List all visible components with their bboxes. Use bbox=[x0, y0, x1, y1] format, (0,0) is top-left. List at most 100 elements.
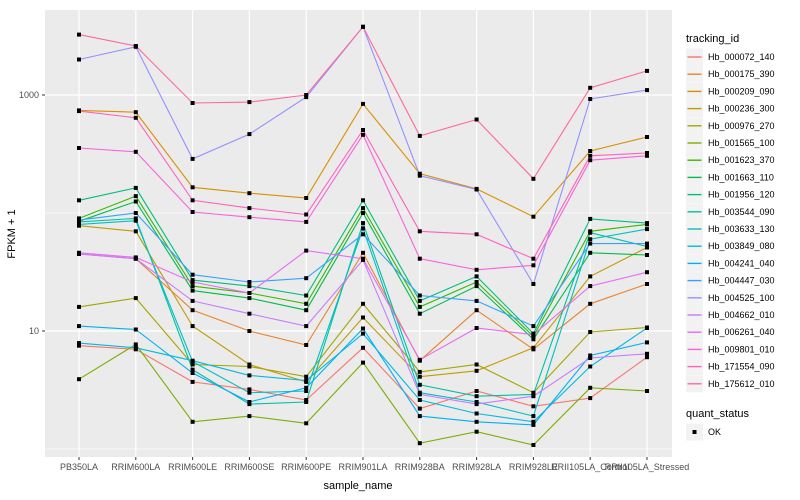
data-point[interactable] bbox=[304, 293, 309, 298]
data-point[interactable] bbox=[588, 284, 593, 289]
data-point[interactable] bbox=[417, 369, 422, 374]
data-point[interactable] bbox=[190, 362, 195, 367]
data-point[interactable] bbox=[247, 280, 252, 284]
data-point[interactable] bbox=[247, 100, 252, 105]
data-point[interactable] bbox=[417, 311, 422, 316]
data-point[interactable] bbox=[645, 351, 649, 356]
data-point[interactable] bbox=[531, 176, 536, 181]
data-point[interactable] bbox=[304, 324, 309, 329]
legend-item-Hb_000976_270[interactable]: Hb_000976_270 bbox=[708, 121, 775, 131]
data-point[interactable] bbox=[190, 324, 195, 329]
data-point[interactable] bbox=[190, 298, 195, 303]
data-point[interactable] bbox=[474, 117, 479, 122]
data-point[interactable] bbox=[588, 301, 593, 306]
data-point[interactable] bbox=[531, 422, 536, 427]
data-point[interactable] bbox=[417, 398, 422, 402]
data-point[interactable] bbox=[531, 324, 536, 329]
data-point[interactable] bbox=[417, 304, 422, 309]
data-point[interactable] bbox=[361, 326, 365, 331]
legend-item-Hb_171554_090[interactable]: Hb_171554_090 bbox=[708, 362, 775, 372]
data-point[interactable] bbox=[77, 57, 81, 62]
data-point[interactable] bbox=[531, 332, 536, 337]
data-point[interactable] bbox=[133, 218, 138, 223]
data-point[interactable] bbox=[645, 221, 649, 226]
legend-item-Hb_004525_100[interactable]: Hb_004525_100 bbox=[708, 293, 775, 303]
data-point[interactable] bbox=[190, 308, 195, 313]
data-point[interactable] bbox=[77, 304, 81, 309]
data-point[interactable] bbox=[247, 291, 252, 295]
data-point[interactable] bbox=[133, 149, 138, 154]
data-point[interactable] bbox=[190, 280, 195, 284]
data-point[interactable] bbox=[645, 244, 649, 249]
data-point[interactable] bbox=[645, 340, 649, 345]
data-point[interactable] bbox=[361, 331, 365, 336]
data-point[interactable] bbox=[531, 282, 536, 286]
data-point[interactable] bbox=[588, 396, 593, 401]
data-point[interactable] bbox=[247, 284, 252, 289]
data-point[interactable] bbox=[531, 419, 536, 424]
data-point[interactable] bbox=[361, 101, 365, 106]
data-point[interactable] bbox=[133, 44, 138, 48]
data-point[interactable] bbox=[645, 135, 649, 139]
data-point[interactable] bbox=[247, 191, 252, 196]
legend-item-Hb_001565_100[interactable]: Hb_001565_100 bbox=[708, 138, 775, 148]
data-point[interactable] bbox=[304, 248, 309, 253]
legend-item-Hb_000209_090[interactable]: Hb_000209_090 bbox=[708, 86, 775, 96]
data-point[interactable] bbox=[474, 187, 479, 192]
legend-item-Hb_001663_110[interactable]: Hb_001663_110 bbox=[708, 172, 774, 182]
data-point[interactable] bbox=[645, 270, 649, 275]
data-point[interactable] bbox=[645, 68, 649, 73]
data-point[interactable] bbox=[77, 341, 81, 346]
data-point[interactable] bbox=[474, 368, 479, 373]
data-point[interactable] bbox=[474, 400, 479, 404]
data-point[interactable] bbox=[304, 343, 309, 347]
data-point[interactable] bbox=[474, 394, 479, 399]
data-point[interactable] bbox=[190, 358, 195, 363]
data-point[interactable] bbox=[304, 385, 309, 390]
legend-item-Hb_004241_040[interactable]: Hb_004241_040 bbox=[708, 258, 775, 268]
data-point[interactable] bbox=[531, 443, 536, 447]
data-point[interactable] bbox=[474, 362, 479, 367]
legend-item-Hb_006261_040[interactable]: Hb_006261_040 bbox=[708, 327, 775, 337]
data-point[interactable] bbox=[247, 390, 252, 395]
data-point[interactable] bbox=[417, 293, 422, 298]
data-point[interactable] bbox=[645, 153, 649, 158]
data-point[interactable] bbox=[133, 327, 138, 332]
data-point[interactable] bbox=[588, 353, 593, 358]
data-point[interactable] bbox=[190, 185, 195, 190]
data-point[interactable] bbox=[304, 219, 309, 224]
data-point[interactable] bbox=[417, 357, 422, 362]
data-point[interactable] bbox=[417, 173, 422, 178]
data-point[interactable] bbox=[304, 374, 309, 379]
data-point[interactable] bbox=[531, 394, 536, 399]
data-point[interactable] bbox=[588, 230, 593, 235]
legend-item-quant-ok[interactable]: OK bbox=[708, 427, 721, 437]
data-point[interactable] bbox=[645, 241, 649, 246]
data-point[interactable] bbox=[361, 198, 365, 203]
data-point[interactable] bbox=[247, 215, 252, 220]
data-point[interactable] bbox=[588, 149, 593, 153]
data-point[interactable] bbox=[77, 218, 81, 223]
data-point[interactable] bbox=[133, 194, 138, 199]
data-point[interactable] bbox=[133, 185, 138, 190]
data-point[interactable] bbox=[247, 414, 252, 419]
data-point[interactable] bbox=[645, 282, 649, 286]
data-point[interactable] bbox=[588, 216, 593, 221]
legend-item-Hb_004447_030[interactable]: Hb_004447_030 bbox=[708, 276, 775, 286]
data-point[interactable] bbox=[474, 308, 479, 313]
data-point[interactable] bbox=[361, 360, 365, 365]
data-point[interactable] bbox=[133, 345, 138, 350]
data-point[interactable] bbox=[247, 311, 252, 316]
data-point[interactable] bbox=[77, 343, 81, 348]
data-point[interactable] bbox=[77, 198, 81, 203]
data-point[interactable] bbox=[77, 250, 81, 255]
data-point[interactable] bbox=[133, 216, 138, 221]
data-point[interactable] bbox=[531, 256, 536, 261]
data-point[interactable] bbox=[588, 330, 593, 334]
data-point[interactable] bbox=[417, 414, 422, 419]
data-point[interactable] bbox=[588, 241, 593, 246]
data-point[interactable] bbox=[190, 419, 195, 424]
data-point[interactable] bbox=[304, 389, 309, 393]
data-point[interactable] bbox=[417, 374, 422, 379]
legend-item-Hb_175612_010[interactable]: Hb_175612_010 bbox=[708, 379, 775, 389]
